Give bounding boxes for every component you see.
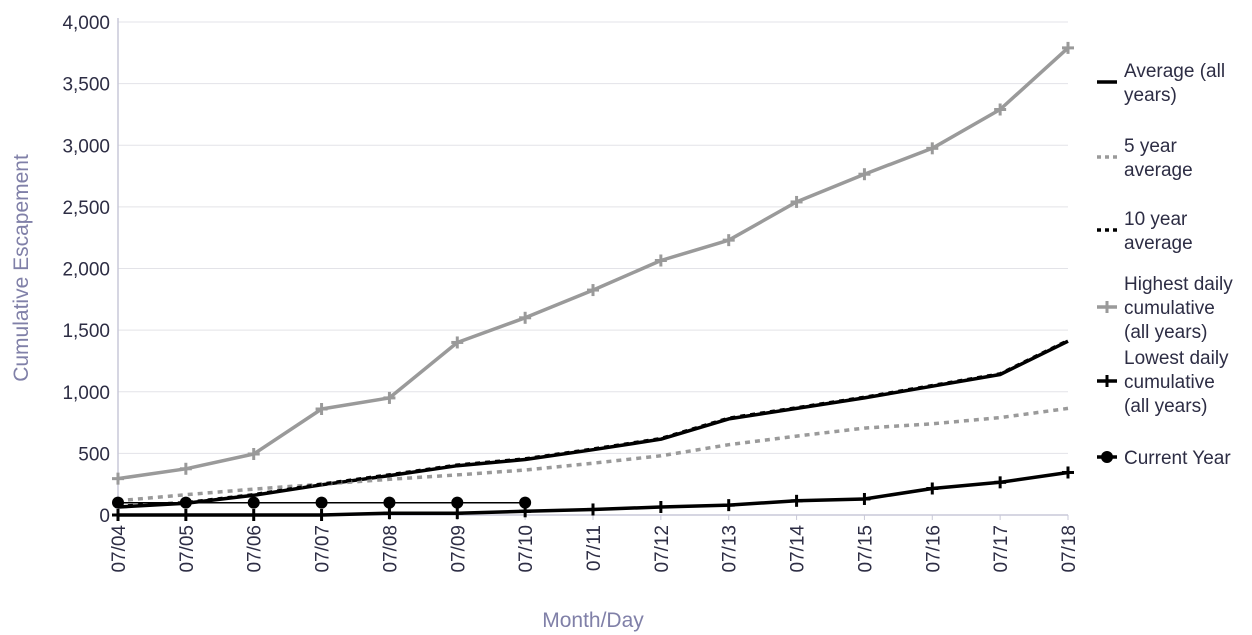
legend-item-4: Lowest daily cumulative (all years) [1097, 348, 1229, 417]
plus-marker [383, 507, 396, 520]
legend-item-1: 5 year average [1097, 136, 1193, 181]
plus-marker [654, 500, 667, 513]
legend-label: cumulative [1124, 372, 1215, 393]
x-tick-label: 07/11 [584, 525, 605, 571]
y-tick-label: 2,000 [62, 260, 110, 281]
plus-marker [519, 311, 532, 324]
x-tick-label: 07/09 [448, 525, 469, 573]
plus-marker [926, 482, 939, 495]
x-tick-label: 07/10 [516, 525, 537, 573]
legend-item-2: 10 year average [1097, 209, 1193, 254]
series-line [117, 339, 1069, 509]
plus-marker [1101, 301, 1113, 313]
plus-marker [790, 494, 803, 507]
dot-marker [247, 496, 260, 509]
plus-marker [315, 509, 328, 521]
legend-label: Lowest daily [1124, 348, 1229, 369]
x-tick-label: 07/16 [923, 525, 944, 573]
series-line [117, 46, 1070, 481]
y-tick-label: 2,500 [62, 198, 110, 219]
series-5 [112, 496, 532, 509]
y-tick-label: 0 [99, 506, 110, 527]
x-tick-label: 07/08 [380, 525, 401, 573]
x-tick-label: 07/13 [720, 525, 741, 573]
y-tick-label: 500 [78, 444, 110, 465]
plus-marker [858, 492, 871, 505]
legend-label: years) [1124, 85, 1177, 106]
legend-item-0: Average (all years) [1097, 61, 1225, 106]
plus-marker [587, 284, 599, 297]
legend-label: average [1124, 233, 1193, 254]
y-tick-label: 3,000 [62, 136, 110, 157]
x-tick-label: 07/12 [652, 525, 673, 573]
plus-marker [926, 142, 939, 155]
plus-marker [722, 499, 735, 512]
plus-marker [247, 509, 260, 521]
legend-item-3: Highest daily cumulative (all years) [1097, 274, 1233, 343]
plus-marker [179, 509, 192, 521]
dot-marker [451, 496, 464, 509]
dot-marker [112, 496, 124, 509]
legend-label: Current Year [1124, 448, 1231, 469]
dot-marker [519, 496, 532, 509]
plus-marker [722, 234, 735, 247]
legend-label: Average (all [1124, 61, 1225, 82]
legend-dot [1101, 451, 1113, 463]
plus-marker [112, 472, 124, 485]
legend-label: (all years) [1124, 322, 1207, 343]
series-2 [117, 339, 1069, 509]
plus-marker [858, 168, 871, 181]
x-axis-title: Month/Day [542, 609, 644, 632]
series [112, 41, 1074, 521]
legend: Average (all years) 5 year average 10 year av… [1097, 61, 1233, 469]
plus-marker [790, 195, 803, 208]
legend-label: (all years) [1124, 396, 1207, 417]
x-tick-label: 07/15 [855, 525, 876, 573]
plus-marker [1062, 466, 1074, 479]
plus-marker [451, 507, 464, 520]
series-4 [112, 466, 1074, 521]
y-axis-title: Cumulative Escapement [10, 154, 33, 382]
y-tick-label: 3,500 [62, 75, 110, 96]
x-tick-label: 07/07 [313, 525, 334, 573]
x-tick-label: 07/06 [245, 525, 266, 573]
plus-marker [587, 503, 599, 516]
plus-marker [994, 103, 1007, 116]
y-tick-label: 1,500 [62, 321, 110, 342]
legend-label: cumulative [1124, 298, 1215, 319]
dot-marker [383, 496, 396, 509]
plus-marker [112, 509, 124, 521]
plus-marker [315, 403, 328, 416]
plus-marker [1101, 375, 1113, 387]
series-1 [117, 406, 1069, 503]
gridlines [118, 21, 1068, 454]
legend-label: average [1124, 160, 1193, 181]
x-tick-label: 07/14 [788, 525, 809, 573]
x-tick-label: 07/05 [177, 525, 198, 573]
legend-label: Highest daily [1124, 274, 1233, 295]
series-3 [112, 41, 1074, 485]
series-line [117, 406, 1069, 503]
plus-marker [654, 254, 667, 267]
plus-marker [451, 336, 464, 349]
legend-label: 5 year [1124, 136, 1177, 157]
dot-marker [179, 496, 192, 509]
y-tick-label: 1,000 [62, 383, 110, 404]
plus-marker [383, 391, 396, 404]
plus-marker [247, 447, 260, 460]
dot-marker [315, 496, 328, 509]
x-tick-label: 07/17 [991, 525, 1012, 573]
legend-label: 10 year [1124, 209, 1188, 230]
plus-marker [1062, 41, 1074, 54]
legend-item-5: Current Year [1097, 448, 1231, 469]
x-tick-label: 07/18 [1059, 525, 1080, 573]
plus-marker [994, 476, 1007, 489]
y-tick-label: 4,000 [62, 13, 110, 34]
x-tick-label: 07/04 [109, 525, 130, 573]
plus-marker [179, 462, 192, 475]
